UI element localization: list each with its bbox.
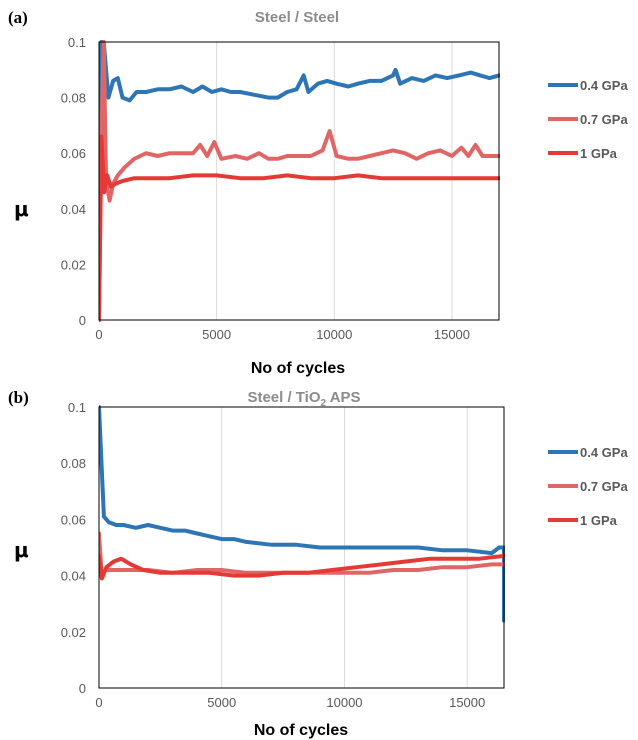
y-tick-label-a: 0.08 [61,91,86,106]
y-tick-label-b: 0.02 [61,625,86,640]
series-line-3-b [99,553,505,581]
y-tick-label-b: 0.04 [61,569,86,584]
y-tick-label-a: 0.02 [61,257,86,272]
series-line-1-b [99,405,505,623]
legend-label-3-a: 1 GPa [580,146,618,161]
series-line-1-a [99,40,500,322]
x-tick-label-a: 10000 [316,327,352,342]
panel-a: (a) Steel / Steel 0 5000 10000 15000 0 0.02 0.… [8,8,628,377]
series-line-2-a [99,40,500,322]
x-tick-label-b: 5000 [207,695,236,710]
x-axis-label-b: No of cycles [254,722,348,739]
chart-title-b: Steel / TiO2 APS [247,389,360,409]
x-tick-label-a: 0 [95,327,102,342]
y-tick-label-b: 0.08 [61,456,86,471]
x-tick-label-a: 15000 [434,327,470,342]
y-axis-label-a: μ [14,197,29,221]
panel-label-b: (b) [8,388,29,407]
x-tick-label-b: 0 [95,695,102,710]
y-axis-label-b: μ [14,538,29,562]
ticks-b: 0 5000 10000 15000 0 0.02 0.04 0.06 0.08 0.1 [61,400,486,710]
legend-b: 0.4 GPa 0.7 GPa 1 GPa [548,445,628,528]
chart-title-a: Steel / Steel [255,9,339,26]
legend-label-2-a: 0.7 GPa [580,112,628,127]
x-axis-label-a: No of cycles [251,360,345,377]
grid-a [216,42,453,320]
series-b [99,405,505,623]
series-a [99,40,500,322]
legend-label-3-b: 1 GPa [580,513,618,528]
legend-label-2-b: 0.7 GPa [580,479,628,494]
x-tick-label-a: 5000 [202,327,231,342]
y-tick-label-b: 0 [79,681,86,696]
panel-label-a: (a) [8,8,28,27]
y-tick-label-b: 0.06 [61,512,86,527]
y-tick-label-a: 0 [79,313,86,328]
x-tick-label-b: 15000 [449,695,485,710]
legend-label-1-b: 0.4 GPa [580,445,628,460]
ticks-a: 0 5000 10000 15000 0 0.02 0.04 0.06 0.08 0.1 [61,35,470,342]
plot-frame-b [98,406,505,689]
y-tick-label-a: 0.04 [61,202,86,217]
panel-b: (b) Steel / TiO2 APS 0 5000 10000 15000 0 0.0… [8,388,628,739]
plot-frame-a [98,41,500,321]
y-tick-label-a: 0.1 [68,35,86,50]
legend-label-1-a: 0.4 GPa [580,78,628,93]
series-line-3-a [99,134,500,322]
y-tick-label-a: 0.06 [61,146,86,161]
y-tick-label-b: 0.1 [68,400,86,415]
legend-a: 0.4 GPa 0.7 GPa 1 GPa [548,78,628,161]
x-tick-label-b: 10000 [326,695,362,710]
